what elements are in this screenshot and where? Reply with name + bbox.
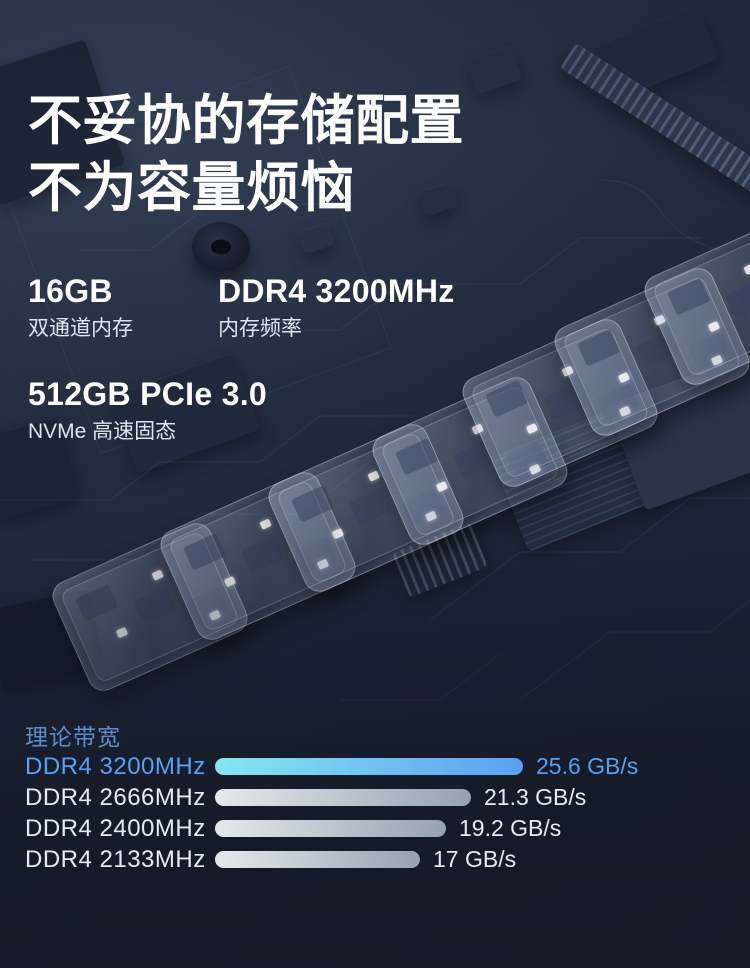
chart-row-label: DDR4 3200MHz: [25, 752, 206, 780]
title-line-1: 不妥协的存储配置: [28, 91, 464, 151]
bandwidth-bar: [215, 758, 523, 775]
chart-row-label: DDR4 2400MHz: [25, 814, 206, 842]
chart-row-value: 25.6 GB/s: [536, 753, 639, 779]
chart-row: DDR4 3200MHz 25.6 GB/s: [25, 751, 725, 782]
spec-value: DDR4 3200MHz: [218, 273, 455, 309]
title-line-2: 不为容量烦恼: [28, 158, 355, 218]
bandwidth-chart: 理论带宽 DDR4 3200MHz 25.6 GB/s DDR4 2666MHz…: [25, 724, 725, 875]
chart-row: DDR4 2400MHz 19.2 GB/s: [25, 813, 725, 844]
chart-row: DDR4 2133MHz 17 GB/s: [25, 844, 725, 875]
chart-row: DDR4 2666MHz 21.3 GB/s: [25, 782, 725, 813]
bandwidth-bar: [215, 820, 446, 837]
bandwidth-bar: [215, 851, 420, 868]
chart-row-label: DDR4 2666MHz: [25, 783, 206, 811]
chart-title: 理论带宽: [25, 724, 121, 750]
chart-row-value: 17 GB/s: [433, 846, 517, 872]
page-title: 不妥协的存储配置 不为容量烦恼: [28, 88, 464, 222]
bandwidth-bar: [215, 789, 471, 806]
chart-rows: DDR4 3200MHz 25.6 GB/s DDR4 2666MHz 21.3…: [25, 751, 725, 875]
spec-memory-capacity: 16GB 双通道内存: [28, 272, 133, 342]
spec-memory-frequency: DDR4 3200MHz 内存频率: [218, 272, 455, 342]
spec-value: 16GB: [28, 273, 113, 309]
chart-row-value: 21.3 GB/s: [484, 784, 587, 810]
spec-label: NVMe 高速固态: [28, 420, 177, 443]
spec-label: 双通道内存: [28, 317, 133, 340]
chart-row-label: DDR4 2133MHz: [25, 845, 206, 873]
spec-storage: 512GB PCIe 3.0 NVMe 高速固态: [28, 375, 267, 445]
spec-label: 内存频率: [218, 317, 302, 340]
chart-row-value: 19.2 GB/s: [459, 815, 562, 841]
spec-value: 512GB PCIe 3.0: [28, 376, 267, 412]
